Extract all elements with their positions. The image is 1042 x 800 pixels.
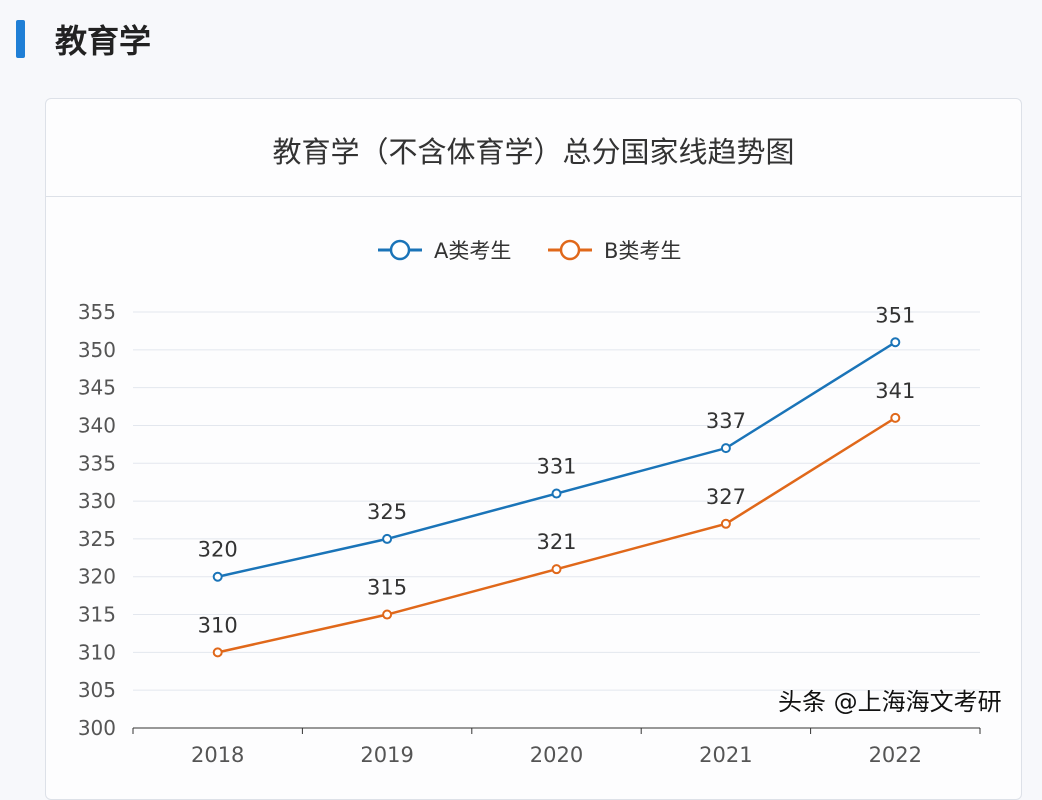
y-tick-label: 325: [78, 527, 116, 551]
data-label: 325: [367, 500, 407, 524]
data-label: 320: [198, 538, 238, 562]
page-title: 教育学: [55, 22, 152, 60]
data-point: [720, 443, 731, 454]
data-label: 321: [536, 530, 576, 554]
data-point: [212, 647, 223, 658]
y-tick-label: 310: [78, 640, 116, 664]
chart-card: 教育学（不含体育学）总分国家线趋势图: [45, 98, 1022, 800]
data-label: 331: [536, 455, 576, 479]
y-tick-label: 300: [78, 716, 116, 740]
y-tick-label: 315: [78, 603, 116, 627]
data-label: 341: [875, 379, 915, 403]
x-tick-label: 2020: [530, 743, 583, 767]
chart-title: 教育学（不含体育学）总分国家线趋势图: [272, 135, 795, 169]
data-label: 337: [706, 409, 746, 433]
data-point: [551, 564, 562, 575]
x-tick-label: 2022: [869, 743, 922, 767]
line-chart: 300 305 310 315 320 325 330 335 340 345 350 355 2018…: [78, 239, 981, 767]
x-tick-label: 2018: [191, 743, 244, 767]
legend-label: B类考生: [604, 239, 681, 263]
title-divider: [46, 196, 1021, 197]
data-label: 351: [875, 303, 915, 327]
data-label: 310: [198, 613, 238, 637]
data-point: [551, 488, 562, 499]
legend-label: A类考生: [434, 239, 511, 263]
data-label: 315: [367, 576, 407, 600]
data-point: [382, 609, 393, 620]
y-tick-label: 345: [78, 376, 116, 400]
y-tick-label: 330: [78, 489, 116, 513]
y-tick-label: 335: [78, 451, 116, 475]
data-point: [890, 337, 901, 348]
legend-marker: [559, 239, 581, 261]
data-point: [890, 412, 901, 423]
y-tick-label: 350: [78, 338, 116, 362]
legend-marker: [389, 239, 411, 261]
y-tick-label: 355: [78, 300, 116, 324]
data-point: [382, 533, 393, 544]
y-tick-label: 320: [78, 565, 116, 589]
y-tick-label: 305: [78, 678, 116, 702]
data-point: [720, 518, 731, 529]
data-point: [212, 571, 223, 582]
x-tick-label: 2021: [699, 743, 752, 767]
data-label: 327: [706, 485, 746, 509]
watermark: 头条 @上海海文考研: [778, 688, 1002, 716]
header-accent-bar: [16, 20, 25, 58]
y-tick-label: 340: [78, 413, 116, 437]
x-tick-label: 2019: [360, 743, 413, 767]
